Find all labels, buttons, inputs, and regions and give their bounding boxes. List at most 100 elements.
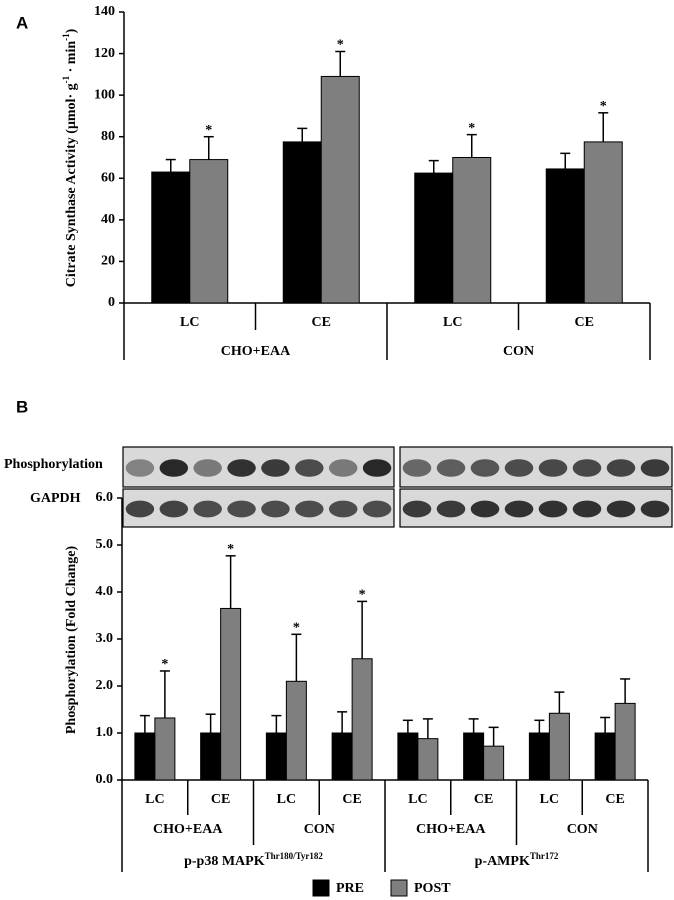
group-label: CHO+EAA xyxy=(416,822,486,837)
blot-band xyxy=(227,500,256,518)
bar xyxy=(583,141,623,304)
superscript: -1 xyxy=(61,33,71,41)
y-tick-label: 140 xyxy=(94,4,115,19)
blot-label: GAPDH xyxy=(30,491,81,506)
bar xyxy=(351,658,373,781)
x-tick-label: CE xyxy=(575,315,594,330)
bar xyxy=(452,157,492,304)
superscript: Thr172 xyxy=(530,851,559,861)
blot-band xyxy=(606,500,636,518)
bar xyxy=(285,680,307,781)
x-tick-label: LC xyxy=(540,792,559,807)
bar xyxy=(417,738,439,781)
blot-band xyxy=(436,459,466,477)
x-tick-label: LC xyxy=(180,315,199,330)
x-tick-label: CE xyxy=(312,315,331,330)
x-tick-label: CE xyxy=(342,792,361,807)
label-part: p-AMPK xyxy=(475,854,530,869)
legend-swatch xyxy=(312,879,330,897)
blot-band xyxy=(193,459,222,477)
significance-marker: * xyxy=(161,657,168,672)
top-group-label: p-AMPKThr172 xyxy=(475,851,559,869)
group-label: CON xyxy=(304,822,335,837)
blot-band xyxy=(261,459,290,477)
blot-band xyxy=(193,500,222,518)
significance-marker: * xyxy=(468,121,475,136)
bar xyxy=(594,732,616,781)
blot-band xyxy=(227,459,256,477)
group-label: CHO+EAA xyxy=(221,344,291,359)
y-tick-label: 60 xyxy=(101,171,115,186)
blot-band xyxy=(470,500,500,518)
bar xyxy=(331,732,353,781)
significance-marker: * xyxy=(359,588,366,603)
x-tick-label: LC xyxy=(145,792,164,807)
blot-band xyxy=(362,459,392,477)
significance-marker: * xyxy=(293,621,300,636)
bar xyxy=(528,732,550,781)
y-tick-label: 80 xyxy=(101,129,115,144)
blot-band xyxy=(640,459,670,477)
significance-marker: * xyxy=(227,542,234,557)
x-tick-label: CE xyxy=(605,792,624,807)
top-group-label: p-p38 MAPKThr180/Tyr182 xyxy=(184,851,323,869)
blot-band xyxy=(362,500,392,518)
y-tick-label: 20 xyxy=(101,254,115,269)
y-tick-label: 120 xyxy=(94,46,115,61)
label-part: p-p38 MAPK xyxy=(184,854,265,869)
blot-band xyxy=(640,500,670,518)
bar xyxy=(548,712,570,781)
bar xyxy=(397,732,419,781)
significance-marker: * xyxy=(205,123,212,138)
y-tick-label: 2.0 xyxy=(96,678,114,693)
significance-marker: * xyxy=(337,38,344,53)
label-part: · min xyxy=(64,41,79,76)
y-tick-label: 0 xyxy=(108,295,115,310)
superscript: -1 xyxy=(61,75,71,83)
blot-band xyxy=(261,500,290,518)
blot-band xyxy=(504,500,534,518)
label-part: Citrate Synthase Activity (μmol· g xyxy=(64,83,79,287)
x-tick-label: LC xyxy=(277,792,296,807)
group-label: CHO+EAA xyxy=(153,822,223,837)
blot-band xyxy=(328,459,358,477)
blot-band xyxy=(295,500,324,518)
blot-band xyxy=(504,459,534,477)
bar xyxy=(320,75,360,304)
blot-label: Phosphorylation xyxy=(4,457,103,472)
bar xyxy=(483,745,505,781)
label-part: ) xyxy=(64,28,79,33)
label-part: Phosphorylation (Fold Change) xyxy=(64,546,79,735)
panel-letter: B xyxy=(16,397,28,416)
bar xyxy=(200,732,222,781)
blot-band xyxy=(402,459,432,477)
bar xyxy=(134,732,156,781)
x-tick-label: CE xyxy=(474,792,493,807)
bar xyxy=(463,732,485,781)
blot-band xyxy=(606,459,636,477)
bar xyxy=(151,171,191,304)
legend-label: PRE xyxy=(336,881,364,896)
bar xyxy=(265,732,287,781)
blot-band xyxy=(159,500,189,518)
blot-band xyxy=(572,459,602,477)
blot-band xyxy=(436,500,466,518)
group-label: CON xyxy=(567,822,598,837)
bar xyxy=(154,717,176,781)
bar xyxy=(614,702,636,781)
blot-band xyxy=(328,500,358,518)
bar xyxy=(220,607,242,781)
blot-band xyxy=(470,459,500,477)
y-axis-label: Phosphorylation (Fold Change) xyxy=(64,546,79,735)
blot-band xyxy=(538,459,568,477)
y-tick-label: 40 xyxy=(101,212,115,227)
y-tick-label: 1.0 xyxy=(96,725,114,740)
blot-band xyxy=(402,500,432,518)
y-tick-label: 6.0 xyxy=(96,490,114,505)
y-tick-label: 4.0 xyxy=(96,584,114,599)
blot-band xyxy=(125,459,155,477)
y-tick-label: 3.0 xyxy=(96,631,114,646)
blot-band xyxy=(159,459,189,477)
legend-swatch xyxy=(390,879,408,897)
